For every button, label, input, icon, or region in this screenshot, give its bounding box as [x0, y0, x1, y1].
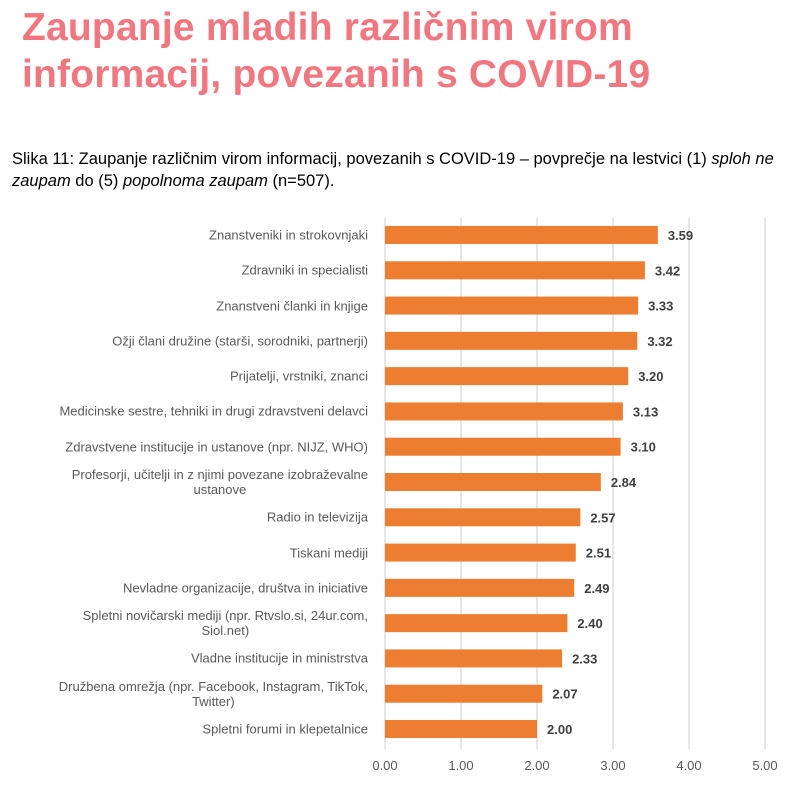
- x-tick-label: 5.00: [752, 758, 777, 773]
- category-label: Vladne institucije in ministrstva: [191, 651, 368, 666]
- figure-caption: Slika 11: Zaupanje različnim virom infor…: [12, 148, 794, 192]
- bar: [385, 649, 563, 668]
- category-label-text: Znanstveni članki in knjige: [216, 298, 368, 314]
- bar: [385, 578, 575, 597]
- category-label: Zdravniki in specialisti: [242, 263, 368, 278]
- category-label-text: Spletni novičarski mediji (npr. Rtvslo.s…: [82, 608, 368, 639]
- value-label: 2.00: [547, 722, 572, 737]
- value-label: 2.57: [590, 510, 615, 525]
- bar: [385, 614, 568, 633]
- value-label: 3.13: [633, 404, 658, 419]
- page-title: Zaupanje mladih različnim virom informac…: [22, 4, 650, 98]
- title-line-1: Zaupanje mladih različnim virom: [22, 6, 633, 49]
- category-label: Ožji člani družine (starši, sorodniki, p…: [112, 333, 368, 348]
- category-label-text: Znanstveniki in strokovnjaki: [209, 227, 368, 243]
- category-label: Spletni forumi in klepetalnice: [203, 722, 368, 737]
- x-tick-label: 1.00: [448, 758, 473, 773]
- value-label: 2.51: [586, 546, 611, 561]
- caption-prefix: Slika 11: Zaupanje različnim virom infor…: [12, 150, 712, 168]
- value-label: 2.40: [577, 616, 602, 631]
- bar: [385, 261, 645, 280]
- category-label-text: Prijatelji, vrstniki, znanci: [230, 368, 368, 384]
- value-label: 2.07: [552, 687, 577, 702]
- category-label-text: Tiskani mediji: [289, 545, 368, 561]
- category-label: Profesorji, učitelji in z njimi povezane…: [72, 467, 368, 497]
- category-label-text: Spletni forumi in klepetalnice: [202, 721, 368, 737]
- category-label: Radio in televizija: [267, 510, 368, 525]
- category-label-text: Zdravniki in specialisti: [241, 262, 368, 278]
- caption-italic-2: popolnoma zaupam: [122, 172, 268, 190]
- x-tick-label: 3.00: [600, 758, 625, 773]
- bar: [385, 720, 537, 738]
- value-label: 3.33: [648, 299, 673, 314]
- category-label: Tiskani mediji: [290, 545, 368, 560]
- bar: [385, 543, 576, 562]
- category-label: Nevladne organizacije, društva in inicia…: [123, 580, 368, 595]
- value-label: 2.49: [584, 581, 609, 596]
- category-label: Prijatelji, vrstniki, znanci: [230, 369, 368, 384]
- value-label: 3.32: [647, 334, 672, 349]
- value-label: 3.42: [655, 263, 680, 278]
- category-label: Znanstveniki in strokovnjaki: [209, 228, 368, 243]
- caption-middle: do (5): [70, 172, 123, 190]
- category-label: Zdravstvene institucije in ustanove (npr…: [65, 439, 368, 454]
- value-label: 3.20: [638, 369, 663, 384]
- category-label-text: Vladne institucije in ministrstva: [190, 650, 368, 666]
- category-label: Znanstveni članki in knjige: [216, 298, 368, 313]
- title-line-2: informacij, povezanih s COVID-19: [22, 53, 651, 96]
- value-label: 3.10: [631, 440, 656, 455]
- category-label: Spletni novičarski mediji (npr. Rtvslo.s…: [83, 608, 368, 638]
- category-label-text: Družbena omrežja (npr. Facebook, Instagr…: [58, 678, 368, 709]
- category-label: Družbena omrežja (npr. Facebook, Instagr…: [59, 679, 368, 709]
- bar: [385, 367, 629, 386]
- category-label-text: Ožji člani družine (starši, sorodniki, p…: [112, 333, 368, 349]
- value-label: 3.59: [668, 228, 693, 243]
- category-label-text: Medicinske sestre, tehniki in drugi zdra…: [59, 403, 368, 419]
- category-label-text: Radio in televizija: [266, 509, 368, 525]
- bar: [385, 402, 623, 421]
- value-label: 2.84: [611, 475, 637, 490]
- value-label: 2.33: [572, 651, 597, 666]
- bar: [385, 473, 601, 491]
- x-tick-label: 2.00: [524, 758, 549, 773]
- bar: [385, 226, 658, 244]
- x-tick-label: 0.00: [372, 758, 397, 773]
- category-label-text: Profesorji, učitelji in z njimi povezane…: [71, 467, 368, 497]
- category-label-text: Zdravstvene institucije in ustanove (npr…: [65, 439, 368, 455]
- bar: [385, 684, 543, 703]
- bar: [385, 508, 581, 527]
- caption-italic-1: sploh ne zaupam: [12, 150, 774, 190]
- bar: [385, 296, 639, 315]
- category-label: Medicinske sestre, tehniki in drugi zdra…: [59, 404, 368, 419]
- bar: [385, 331, 638, 350]
- caption-suffix: (n=507).: [267, 172, 335, 190]
- bar: [385, 437, 621, 456]
- category-label-text: Nevladne organizacije, društva in inicia…: [123, 580, 368, 596]
- x-tick-label: 4.00: [676, 758, 701, 773]
